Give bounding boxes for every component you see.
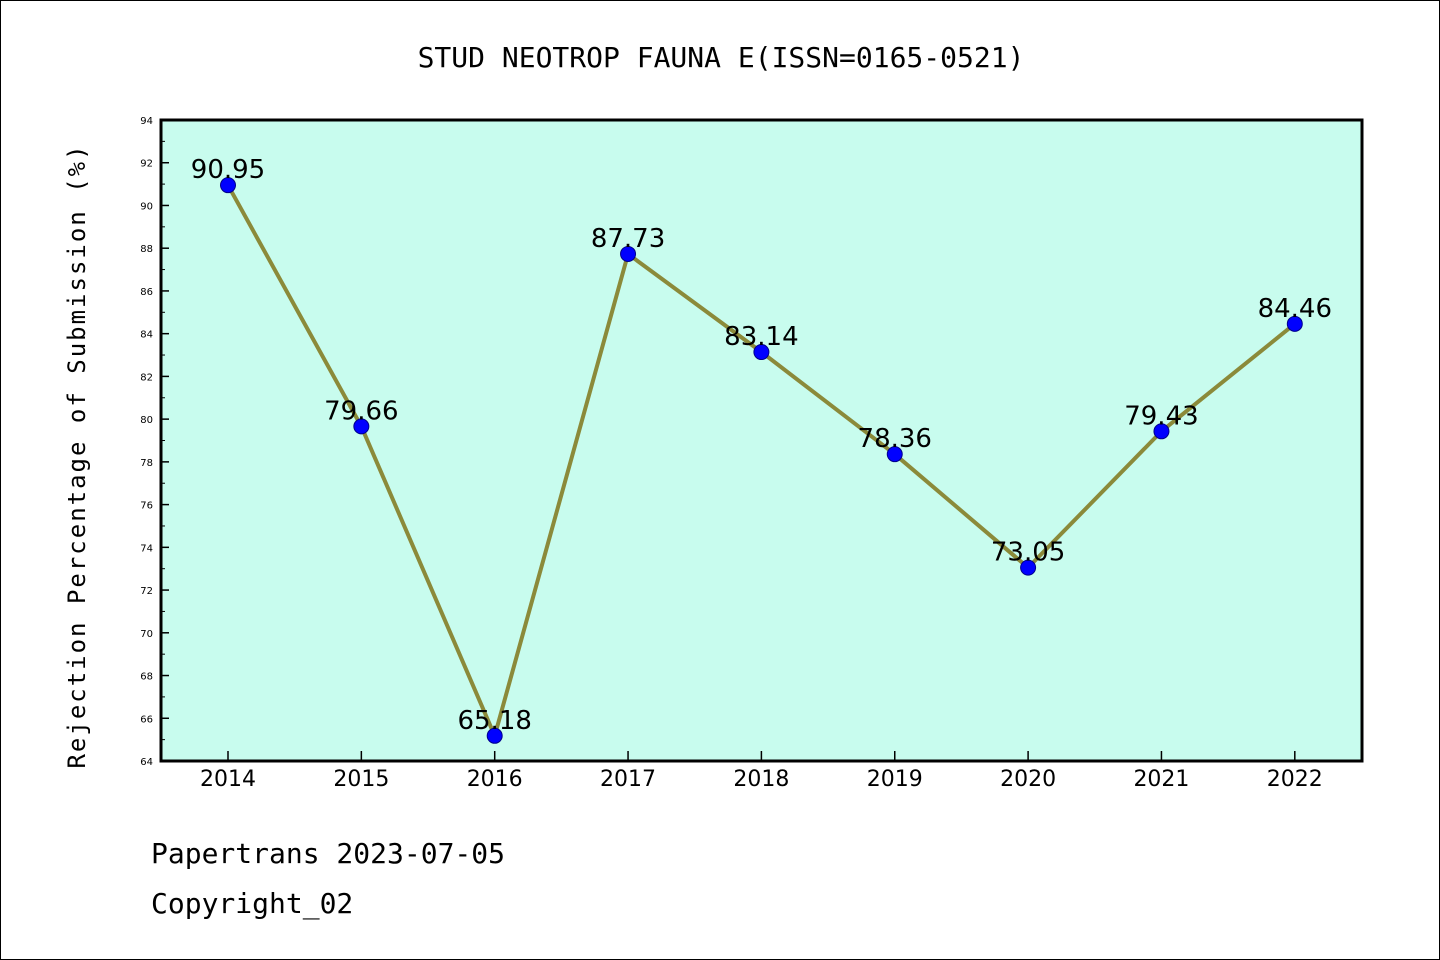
x-tick-label: 2022	[1267, 767, 1323, 792]
plot-area	[161, 120, 1362, 761]
data-label: 65.18	[457, 706, 531, 736]
y-tick-label: 66	[140, 714, 153, 725]
data-label: 84.46	[1258, 294, 1332, 324]
y-axis-ticks: 64 66 68 70 72 74 76 78 80 82 84 86 88 90 92 94	[140, 116, 169, 768]
y-tick-label: 90	[140, 201, 153, 212]
y-tick-label: 64	[140, 757, 153, 768]
data-point-marker	[886, 446, 903, 463]
y-tick-label: 86	[140, 287, 153, 298]
y-tick-label: 76	[140, 501, 153, 512]
y-tick-label: 74	[140, 543, 153, 554]
y-tick-label: 82	[140, 372, 153, 383]
x-axis-ticks: 2014 2015 2016 2017 2018 2019 2020 2021 2022	[200, 751, 1323, 792]
data-point-marker	[353, 418, 370, 435]
data-point-marker	[1020, 559, 1037, 576]
data-point-marker	[220, 177, 236, 194]
y-tick-label: 78	[140, 458, 153, 469]
x-tick-label: 2020	[1000, 767, 1056, 792]
y-tick-label: 84	[140, 330, 153, 341]
series-markers	[220, 177, 1303, 744]
x-tick-label: 2021	[1133, 767, 1189, 792]
data-labels: 90.95 79.66 65.18 87.73 83.14 78.36 73.05 79.43…	[191, 155, 1332, 736]
data-point-marker	[1153, 423, 1170, 440]
plot-frame	[159, 118, 1364, 763]
data-label: 90.95	[191, 155, 265, 185]
data-label: 79.43	[1124, 401, 1198, 431]
y-tick-label: 72	[140, 586, 153, 597]
x-tick-label: 2019	[867, 767, 923, 792]
data-label: 78.36	[858, 424, 932, 454]
y-tick-label: 94	[140, 116, 153, 127]
footer-date-line: Papertrans 2023-07-05	[151, 837, 506, 870]
x-tick-label: 2017	[600, 767, 656, 792]
y-tick-label: 88	[140, 244, 153, 255]
data-label: 87.73	[591, 224, 665, 254]
data-point-marker	[486, 727, 503, 744]
y-axis-label: Rejection Percentage of Submission (%)	[63, 143, 91, 768]
y-tick-label: 80	[140, 415, 153, 426]
data-point-marker	[753, 344, 770, 361]
data-label: 79.66	[324, 396, 398, 426]
chart-title: STUD NEOTROP FAUNA E(ISSN=0165-0521)	[418, 41, 1025, 74]
y-tick-label: 92	[140, 159, 153, 170]
data-point-marker	[1286, 315, 1303, 332]
data-label: 83.14	[724, 322, 798, 352]
x-tick-label: 2018	[733, 767, 789, 792]
x-tick-label: 2016	[467, 767, 523, 792]
footer-copyright-line: Copyright_02	[151, 887, 354, 920]
y-tick-label: 68	[140, 672, 153, 683]
data-point-marker	[620, 245, 637, 262]
x-tick-label: 2014	[200, 767, 256, 792]
x-tick-label: 2015	[333, 767, 389, 792]
data-label: 73.05	[991, 538, 1065, 568]
y-tick-label: 70	[140, 629, 153, 640]
